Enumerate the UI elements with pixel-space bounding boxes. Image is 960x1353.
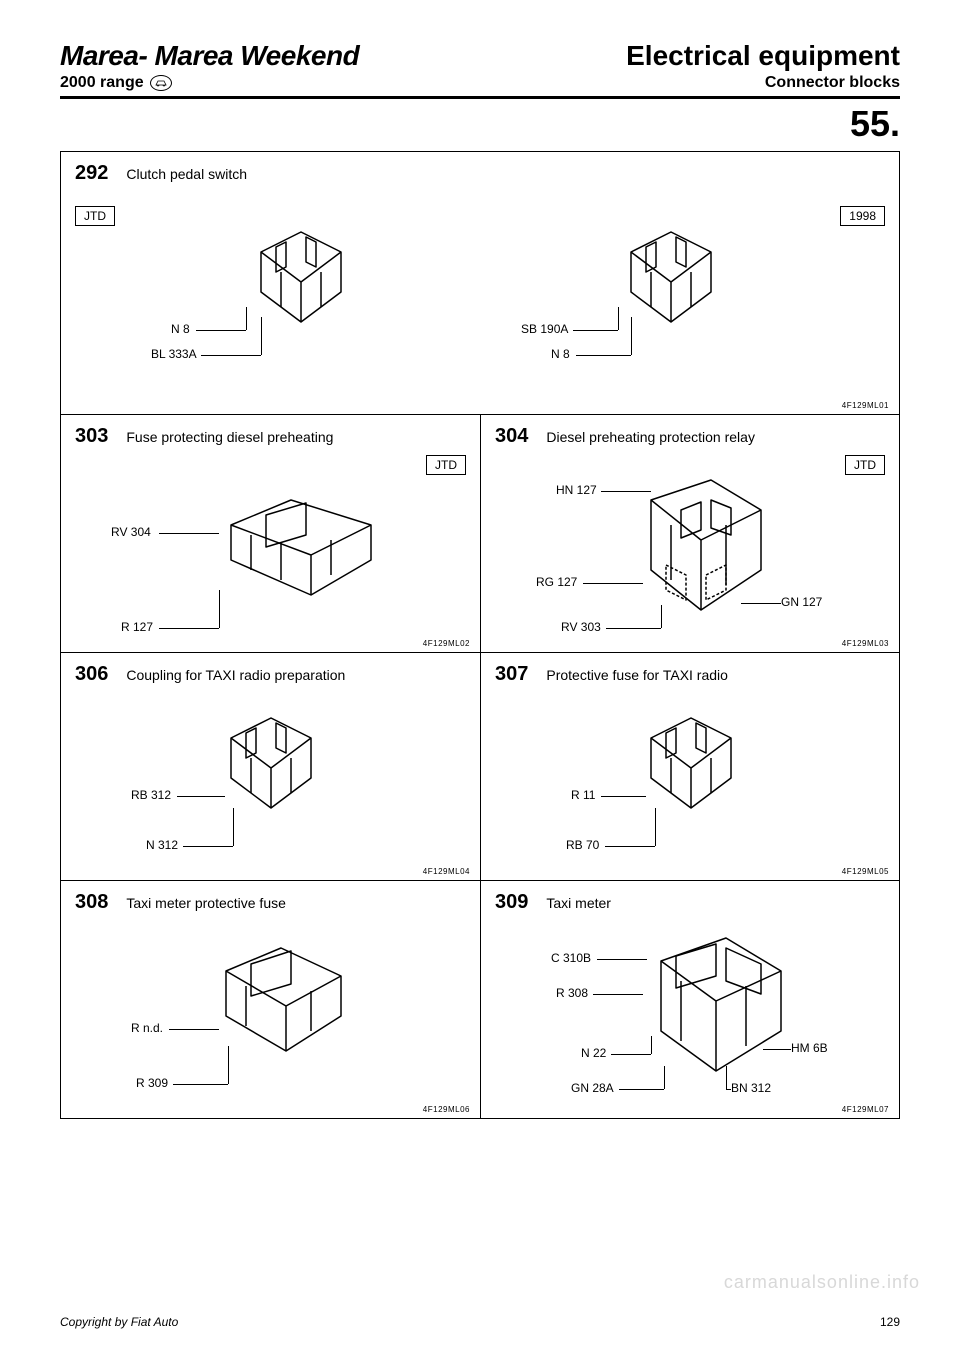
connector-grid: 292 Clutch pedal switch JTD 1998 N 8	[60, 151, 900, 1119]
cell-309-desc: Taxi meter	[546, 895, 611, 911]
label-303-r127: R 127	[121, 620, 153, 634]
cell-306-num: 306	[75, 663, 108, 686]
cell-292: 292 Clutch pedal switch JTD 1998 N 8	[61, 152, 899, 414]
label-309-c310b: C 310B	[551, 951, 591, 965]
connector-306	[201, 708, 331, 818]
cell-304-desc: Diesel preheating protection relay	[546, 429, 755, 445]
figcode-303: 4F129ML02	[423, 639, 470, 648]
label-308-rnd: R n.d.	[131, 1021, 163, 1035]
cell-307-desc: Protective fuse for TAXI radio	[546, 667, 728, 683]
subtitle-right: Connector blocks	[765, 74, 900, 92]
label-292-n8r: N 8	[551, 347, 570, 361]
section-number: 55.	[60, 103, 900, 145]
cell-303: 303 Fuse protecting diesel preheating JT…	[61, 414, 480, 652]
label-309-hm6b: HM 6B	[791, 1041, 828, 1055]
label-309-bn312: BN 312	[731, 1081, 771, 1095]
label-309-gn28a: GN 28A	[571, 1081, 614, 1095]
label-304-rv303: RV 303	[561, 620, 601, 634]
cell-308-desc: Taxi meter protective fuse	[126, 895, 286, 911]
cell-292-num: 292	[75, 162, 108, 185]
label-304-hn127: HN 127	[556, 483, 597, 497]
title-left: Marea- Marea Weekend	[60, 40, 359, 72]
connector-292-right	[601, 222, 731, 332]
footer-page: 129	[880, 1315, 900, 1329]
figcode-309: 4F129ML07	[842, 1105, 889, 1114]
car-icon	[150, 75, 172, 91]
figcode-308: 4F129ML06	[423, 1105, 470, 1114]
tag-jtd-304: JTD	[845, 455, 885, 475]
label-307-r11: R 11	[571, 788, 595, 802]
cell-306: 306 Coupling for TAXI radio preparation …	[61, 652, 480, 880]
cell-309-num: 309	[495, 891, 528, 914]
connector-303	[211, 485, 381, 605]
label-304-gn127: GN 127	[781, 595, 822, 609]
label-307-rb70: RB 70	[566, 838, 599, 852]
subtitle-left: 2000 range	[60, 74, 172, 92]
footer-copyright: Copyright by Fiat Auto	[60, 1315, 178, 1329]
cell-306-desc: Coupling for TAXI radio preparation	[126, 667, 345, 683]
figcode-304: 4F129ML03	[842, 639, 889, 648]
watermark: carmanualsonline.info	[724, 1272, 920, 1293]
connector-307	[621, 708, 751, 818]
figcode-307: 4F129ML05	[842, 867, 889, 876]
tag-jtd-303: JTD	[426, 455, 466, 475]
label-292-sb190a: SB 190A	[521, 322, 568, 336]
label-304-rg127: RG 127	[536, 575, 577, 589]
label-303-rv304: RV 304	[111, 525, 151, 539]
cell-303-num: 303	[75, 425, 108, 448]
connector-304	[611, 470, 771, 620]
label-292-n8: N 8	[171, 322, 190, 336]
range-label: 2000 range	[60, 74, 144, 92]
label-306-rb312: RB 312	[131, 788, 171, 802]
cell-308: 308 Taxi meter protective fuse R n.d.	[61, 880, 480, 1118]
figcode-292: 4F129ML01	[842, 401, 889, 410]
label-309-r308: R 308	[556, 986, 588, 1000]
cell-303-desc: Fuse protecting diesel preheating	[126, 429, 333, 445]
footer: Copyright by Fiat Auto 129	[60, 1315, 900, 1329]
label-309-n22: N 22	[581, 1046, 606, 1060]
label-308-r309: R 309	[136, 1076, 168, 1090]
tag-jtd-292: JTD	[75, 206, 115, 226]
connector-292-left	[231, 222, 361, 332]
figcode-306: 4F129ML04	[423, 867, 470, 876]
label-306-n312: N 312	[146, 838, 178, 852]
cell-307: 307 Protective fuse for TAXI radio R 11	[480, 652, 899, 880]
cell-308-num: 308	[75, 891, 108, 914]
title-right: Electrical equipment	[626, 40, 900, 72]
tag-1998-292: 1998	[840, 206, 885, 226]
cell-304-num: 304	[495, 425, 528, 448]
cell-309: 309 Taxi meter C 310B R 308	[480, 880, 899, 1118]
cell-292-desc: Clutch pedal switch	[126, 166, 247, 182]
label-292-bl333a: BL 333A	[151, 347, 197, 361]
connector-308	[201, 936, 351, 1056]
cell-307-num: 307	[495, 663, 528, 686]
cell-304: 304 Diesel preheating protection relay J…	[480, 414, 899, 652]
